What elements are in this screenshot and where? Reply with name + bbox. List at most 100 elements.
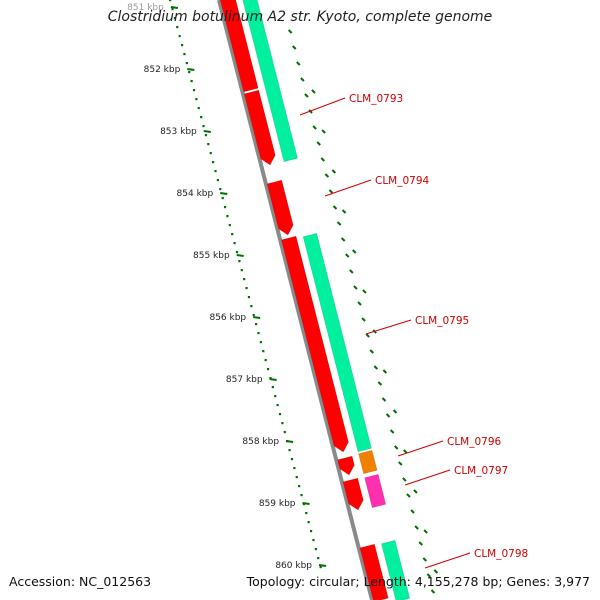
ruler-labels: 851 kbp 852 kbp 853 kbp 854 kbp 855 kbp 856 k… [127,3,327,571]
gc-tick [406,493,411,498]
ruler-dot [283,431,286,434]
cds-block [219,0,259,93]
ruler-dot [223,206,227,209]
gc-tick [362,289,367,294]
ruler-dot [319,566,322,569]
misc-rna-block [364,473,387,509]
ruler-tick [187,68,195,71]
ruler-tick [170,6,178,9]
gc-tick [316,141,321,146]
trna-block [358,449,378,475]
ruler-dot [204,134,208,137]
gc-tick [377,381,383,386]
ruler-dot [314,548,317,551]
callout-line-CLM_0797 [404,469,451,486]
gc-tick [304,93,309,98]
ruler-dot [259,341,262,344]
ruler-tick [236,254,244,257]
ruler-dot [247,296,251,299]
ruler-dot [176,26,179,29]
ruler-dot [274,395,277,398]
ruler-dot [235,251,239,254]
ruler-tick [285,440,294,443]
gc-tick [328,189,334,194]
gc-tick [296,61,301,66]
ruler-dot [281,422,284,425]
gene-label-CLM_0796[interactable]: CLM_0796 [447,436,502,448]
gc-tick [331,169,337,174]
ruler-tick [220,192,228,195]
ruler-dot [276,404,279,407]
ruler-label-854: 854 kbp [177,189,214,199]
gene-label-CLM_0795[interactable]: CLM_0795 [415,315,469,327]
ruler-dot [257,332,260,335]
gene-block [302,232,372,453]
gc-tick [423,529,428,534]
callout-line-CLM_0798 [424,552,471,569]
ruler-dot [288,449,291,452]
ruler-label-856: 856 kbp [209,313,246,323]
gene-label-CLM_0798[interactable]: CLM_0798 [474,548,528,560]
ruler-dot [209,152,212,155]
gc-tick [414,525,419,530]
ruler-dot [255,323,258,326]
ruler-label-855: 855 kbp [193,251,230,261]
ruler-label-851: 851 kbp [127,3,164,13]
gc-tick [373,365,379,370]
ruler-dot [180,44,184,47]
ruler-dot [212,161,215,164]
ruler-dot [317,557,320,560]
ruler-dot [221,197,224,200]
callout-line-CLM_0793 [299,97,346,116]
gc-tick [292,45,297,50]
ruler-label-853: 853 kbp [160,127,197,137]
gc-tick [394,445,399,450]
cds-block [359,543,389,600]
ruler-dot [278,413,282,416]
gc-tick [402,477,407,482]
ruler-dot [312,539,315,542]
gc-tick [365,333,370,338]
ruler-dot [250,305,253,308]
accession-text: Accession: NC_012563 [9,574,151,589]
feature-tracks [219,0,411,600]
ruler-dot [300,494,303,497]
gc-tick [300,77,305,82]
gene-label-CLM_0797[interactable]: CLM_0797 [454,465,508,477]
ruler-dot [169,0,172,2]
ruler-dot [233,242,236,245]
ruler-tick [318,564,327,567]
ruler-dot [178,35,181,38]
gene-label-CLM_0794[interactable]: CLM_0794 [375,175,430,187]
ruler-dot [252,314,255,317]
gc-tick [336,221,342,226]
ruler-dot [240,269,243,272]
gc-tick [345,253,350,258]
ruler-dot [305,512,308,515]
ruler-tick [253,316,261,319]
gc-tick [398,461,403,466]
ruler-tick [269,378,277,381]
ruler-label-852: 852 kbp [144,65,181,75]
gc-tick [382,369,388,374]
gc-tick [369,349,374,354]
gene-label-CLM_0793[interactable]: CLM_0793 [349,93,403,105]
ruler-dot [190,80,193,83]
map-title: Clostridium botulinum A2 str. Kyoto, com… [107,9,493,25]
gc-skew-ticks [287,29,439,594]
gc-tick [381,397,387,402]
gc-tick [430,589,436,594]
ruler-dot [269,377,272,380]
accession-value: Accession: NC_012563 [9,574,152,589]
gc-tick [418,541,423,546]
ruler-dot [266,368,270,371]
cds-block [342,477,364,511]
gc-tick [392,409,398,414]
ruler-dot [245,287,248,290]
ruler-dot [271,386,274,389]
gc-tick [341,209,347,214]
gc-tick [287,29,293,34]
callout-line-CLM_0796 [397,440,444,457]
gc-tick [426,573,432,578]
